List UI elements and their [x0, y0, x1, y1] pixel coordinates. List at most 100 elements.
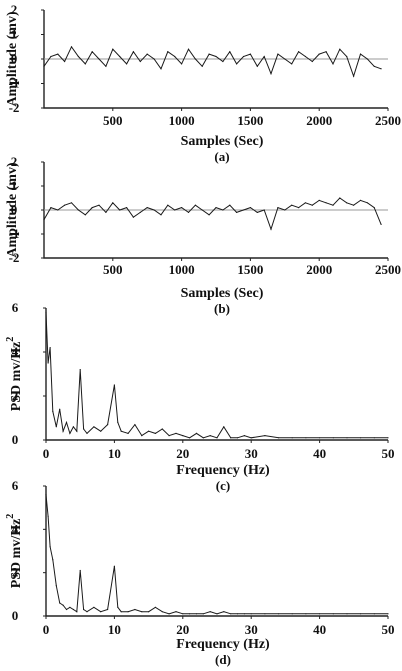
data-point	[195, 613, 198, 615]
data-point	[98, 204, 100, 206]
x-axis-label: Samples (Sec)	[181, 286, 264, 301]
data-point	[209, 435, 211, 437]
data-point	[72, 426, 74, 428]
data-point	[380, 68, 382, 70]
data-point	[264, 613, 266, 615]
data-point	[93, 606, 95, 608]
data-point	[98, 58, 100, 60]
data-point	[236, 211, 238, 213]
x-tick-label: 1000	[169, 113, 195, 128]
x-tick-label: 50	[382, 446, 395, 461]
data-point	[126, 207, 128, 209]
data-point	[52, 559, 54, 561]
y-tick-label: 4	[12, 344, 19, 359]
y-tick-label: 0	[12, 608, 19, 623]
data-point	[373, 613, 375, 615]
axis-lines	[45, 486, 388, 617]
data-point	[263, 55, 265, 58]
data-point	[332, 437, 334, 439]
y-axis-label: Amplitude (mv)	[5, 162, 20, 258]
data-point	[209, 611, 211, 613]
data-point	[47, 362, 49, 364]
data-point	[64, 60, 66, 63]
data-point	[120, 430, 122, 432]
data-point	[148, 430, 150, 432]
y-tick-label: 1	[11, 27, 18, 42]
data-point	[100, 430, 102, 432]
data-point	[360, 613, 362, 615]
data-point	[229, 51, 231, 53]
data-point	[182, 613, 184, 615]
data-point	[360, 437, 362, 439]
data-point	[161, 611, 163, 613]
data-point	[182, 435, 184, 437]
y-axis-label: PSD mv/Hz2	[5, 514, 24, 589]
y-tick-label: 0	[11, 202, 18, 217]
data-point	[230, 437, 232, 439]
data-point	[83, 608, 85, 611]
y-tick-label: 6	[12, 300, 19, 315]
y-tick-label: 2	[11, 2, 18, 17]
data-point	[263, 209, 265, 211]
data-point	[346, 613, 348, 615]
data-point	[305, 613, 307, 615]
data-point	[208, 53, 210, 55]
data-point	[359, 199, 362, 201]
y-tick-label: -1	[9, 76, 20, 91]
data-point	[132, 51, 134, 53]
data-point	[243, 613, 245, 615]
data-point	[291, 613, 293, 615]
data-point	[332, 63, 334, 65]
x-tick-label: 30	[245, 446, 258, 461]
data-point	[387, 437, 389, 439]
data-point	[373, 437, 375, 439]
x-tick-label: 2500	[375, 262, 401, 277]
data-point	[91, 207, 93, 209]
data-point	[216, 613, 218, 615]
data-point	[52, 410, 54, 412]
data-point	[167, 51, 169, 53]
axis-lines	[45, 308, 388, 441]
data-point	[139, 211, 141, 213]
y-tick-label: 2	[11, 154, 18, 169]
series-line-1	[43, 197, 382, 231]
data-point	[154, 606, 156, 608]
data-point	[223, 426, 225, 428]
data-point	[264, 435, 266, 437]
data-point	[65, 421, 68, 423]
y-tick-label: 0	[12, 432, 19, 447]
chart-panel-2: 2 1 0 -1 -2 500 1000 1500 2000 2500 Samples (Sec) A…	[5, 154, 401, 316]
chart-panel-1: 2 1 0 -1 -2 500 1000 1500 2000 2500 Samples (Sec) A…	[5, 2, 401, 164]
data-point	[153, 58, 155, 60]
data-point	[91, 51, 93, 53]
data-point	[242, 209, 245, 211]
data-point	[208, 214, 210, 216]
data-point	[59, 602, 61, 604]
data-point	[161, 428, 163, 430]
data-point	[49, 347, 51, 349]
panel-caption: (c)	[216, 478, 230, 493]
data-point	[319, 437, 321, 439]
y-axis-label: PSD mv/Hz2	[5, 337, 24, 412]
data-point	[201, 65, 203, 67]
x-tick-label: 1500	[237, 113, 263, 128]
data-point	[77, 209, 79, 211]
data-point	[194, 58, 196, 60]
data-point	[353, 75, 355, 77]
data-point	[141, 435, 143, 437]
x-tick-label: 0	[43, 622, 50, 637]
data-point	[146, 207, 148, 209]
y-tick-label: -2	[9, 250, 20, 265]
x-tick-label: 500	[103, 262, 123, 277]
x-tick-label: 1500	[237, 262, 263, 277]
data-point	[105, 65, 107, 67]
data-point	[353, 204, 355, 206]
data-point	[174, 209, 176, 211]
series-line-1	[45, 312, 388, 439]
data-point	[181, 63, 183, 65]
data-point	[174, 55, 176, 58]
y-tick-label: 6	[12, 478, 19, 493]
data-point	[359, 53, 362, 55]
data-point	[112, 48, 114, 50]
data-point	[201, 209, 203, 211]
